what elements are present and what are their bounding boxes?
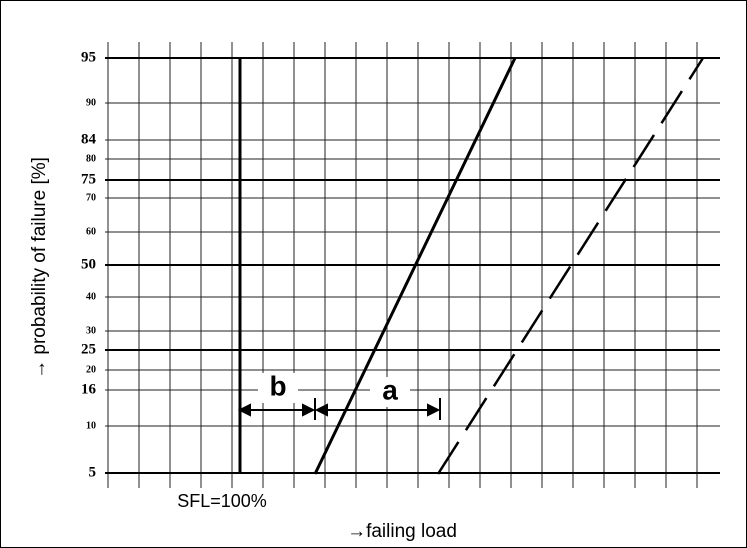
- arrows: [237, 403, 441, 417]
- tick-label: 25: [81, 341, 96, 357]
- shifted-failure-line: [436, 57, 705, 475]
- x-axis-label: →failing load: [347, 521, 457, 542]
- tick-label: 84: [81, 131, 97, 147]
- tick-label: 95: [81, 49, 96, 65]
- label-bg: [258, 373, 298, 403]
- tick-label: 10: [86, 420, 96, 431]
- label-bg: [370, 377, 410, 407]
- tick-label: 20: [86, 364, 96, 375]
- tick-label: 50: [81, 256, 96, 272]
- label-a: a: [382, 374, 398, 405]
- sfl-label: SFL=100%: [177, 491, 267, 511]
- tick-label: 30: [86, 325, 96, 336]
- label-b: b: [269, 370, 286, 401]
- tick-label: 16: [81, 381, 97, 397]
- probability-grid: 95 90 84 80 75 70 60 50 40 30 25 20 16 10 5: [81, 42, 720, 488]
- tick-label: 5: [89, 464, 97, 480]
- y-axis-label: → probability of failure [%]: [29, 157, 50, 379]
- tick-label: 70: [86, 192, 96, 203]
- tick-label: 90: [86, 97, 96, 108]
- tick-label: 75: [81, 171, 96, 187]
- tick-label: 80: [86, 153, 96, 164]
- failure-line: [313, 57, 517, 475]
- tick-label: 40: [86, 291, 96, 302]
- tick-label: 60: [86, 226, 96, 237]
